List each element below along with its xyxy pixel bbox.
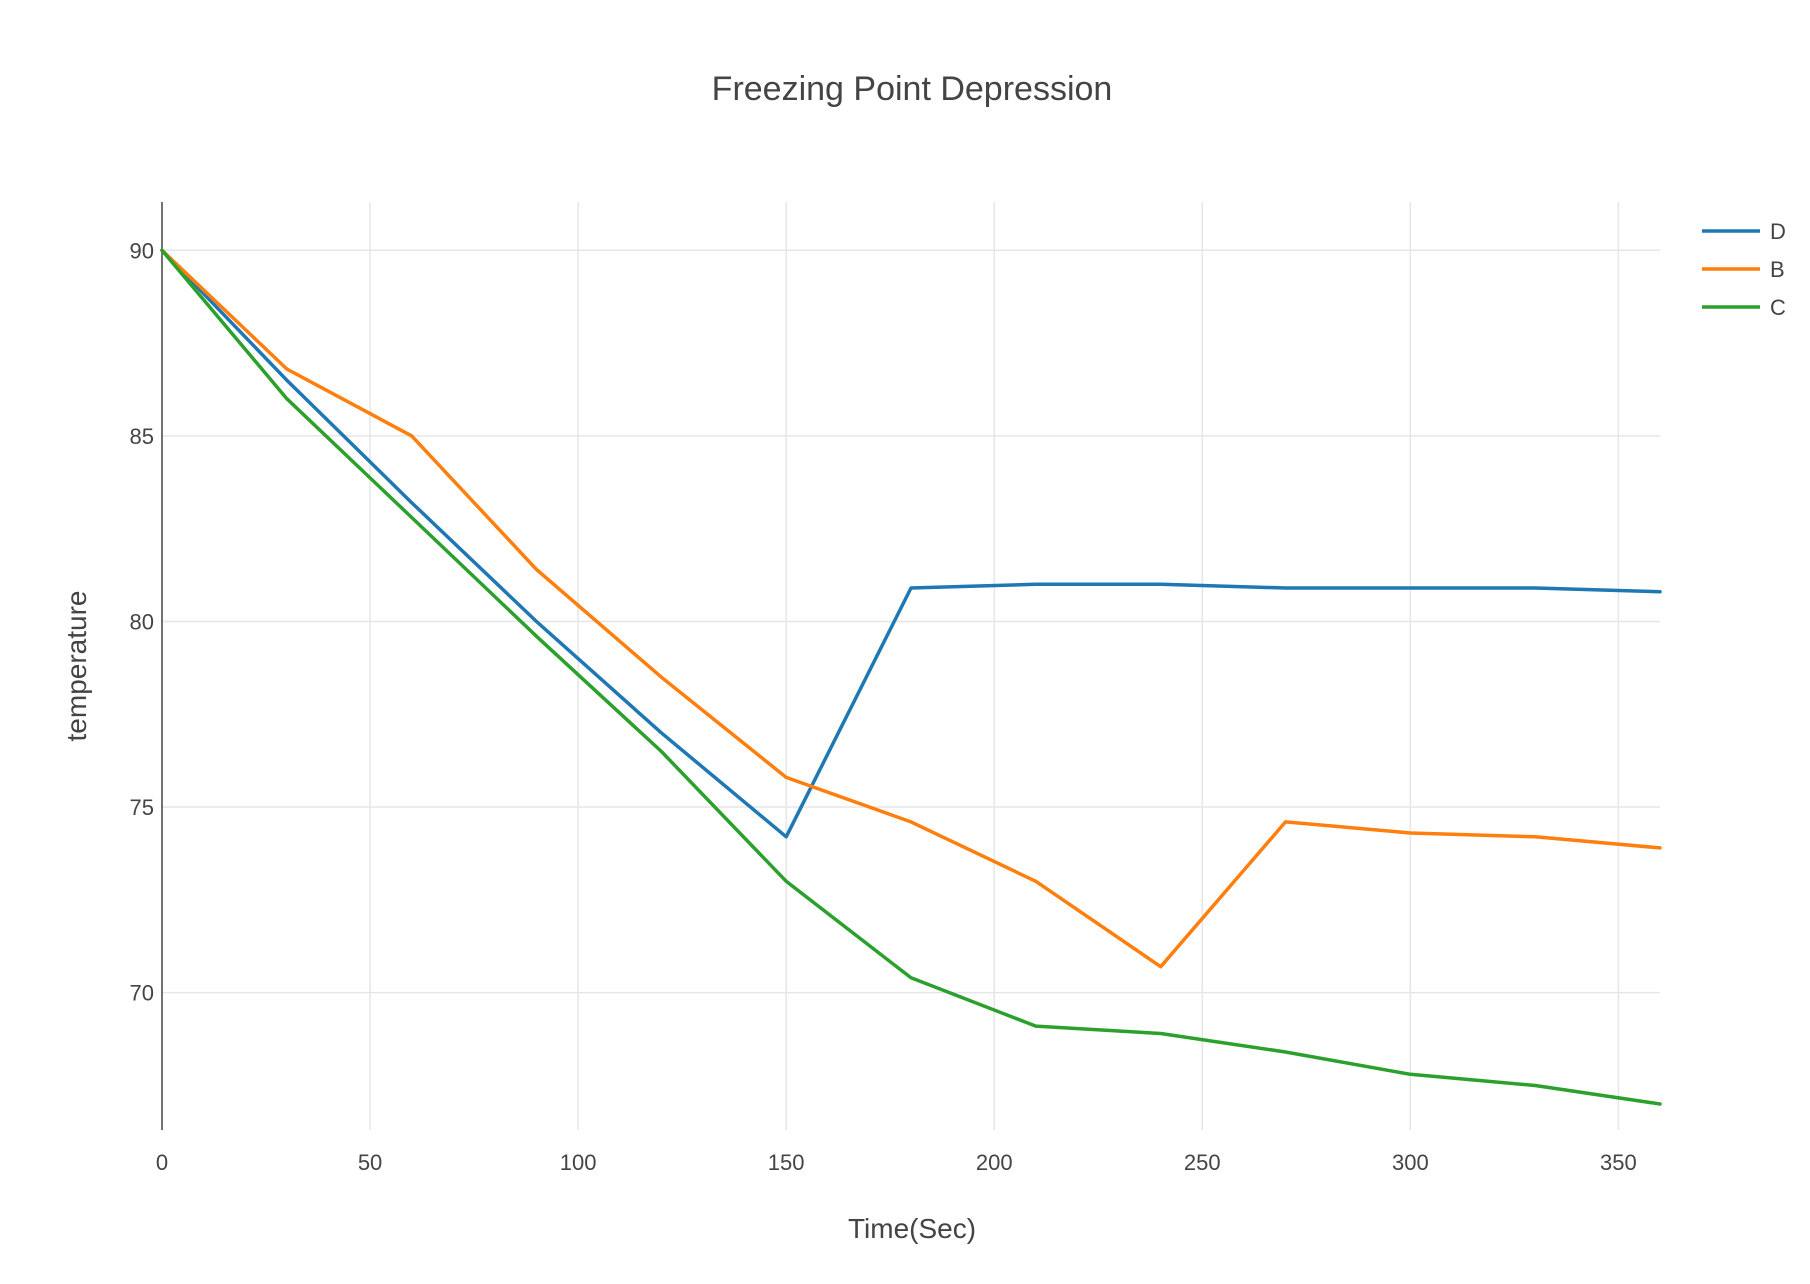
y-axis-ticks: 70 75 80 85 90	[130, 238, 154, 1005]
x-tick-label: 250	[1184, 1150, 1221, 1175]
x-tick-label: 300	[1392, 1150, 1429, 1175]
y-axis-title: temperature	[61, 591, 92, 742]
legend[interactable]: DBC	[1702, 219, 1786, 320]
x-tick-label: 0	[156, 1150, 168, 1175]
series-lines	[160, 248, 1662, 1106]
y-tick-label: 70	[130, 981, 154, 1006]
legend-item-b[interactable]: B	[1702, 257, 1785, 282]
x-tick-label: 150	[768, 1150, 805, 1175]
grid-lines	[162, 202, 1660, 1130]
legend-label: D	[1770, 219, 1786, 244]
series-line-c	[160, 248, 1662, 1106]
x-tick-label: 200	[976, 1150, 1013, 1175]
legend-item-d[interactable]: D	[1702, 219, 1786, 244]
legend-item-c[interactable]: C	[1702, 295, 1786, 320]
y-tick-label: 85	[130, 424, 154, 449]
x-tick-label: 100	[560, 1150, 597, 1175]
x-tick-label: 350	[1600, 1150, 1637, 1175]
x-axis-ticks: 0 50 100 150 200 250 300 350	[156, 1150, 1637, 1175]
legend-label: C	[1770, 295, 1786, 320]
x-tick-label: 50	[358, 1150, 382, 1175]
x-axis-title: Time(Sec)	[848, 1213, 976, 1244]
series-line-b	[160, 248, 1662, 969]
series-line-d	[160, 248, 1662, 839]
y-tick-label: 75	[130, 795, 154, 820]
y-tick-label: 90	[130, 238, 154, 263]
chart-title: Freezing Point Depression	[712, 70, 1113, 108]
y-tick-label: 80	[130, 609, 154, 634]
legend-label: B	[1770, 257, 1785, 282]
